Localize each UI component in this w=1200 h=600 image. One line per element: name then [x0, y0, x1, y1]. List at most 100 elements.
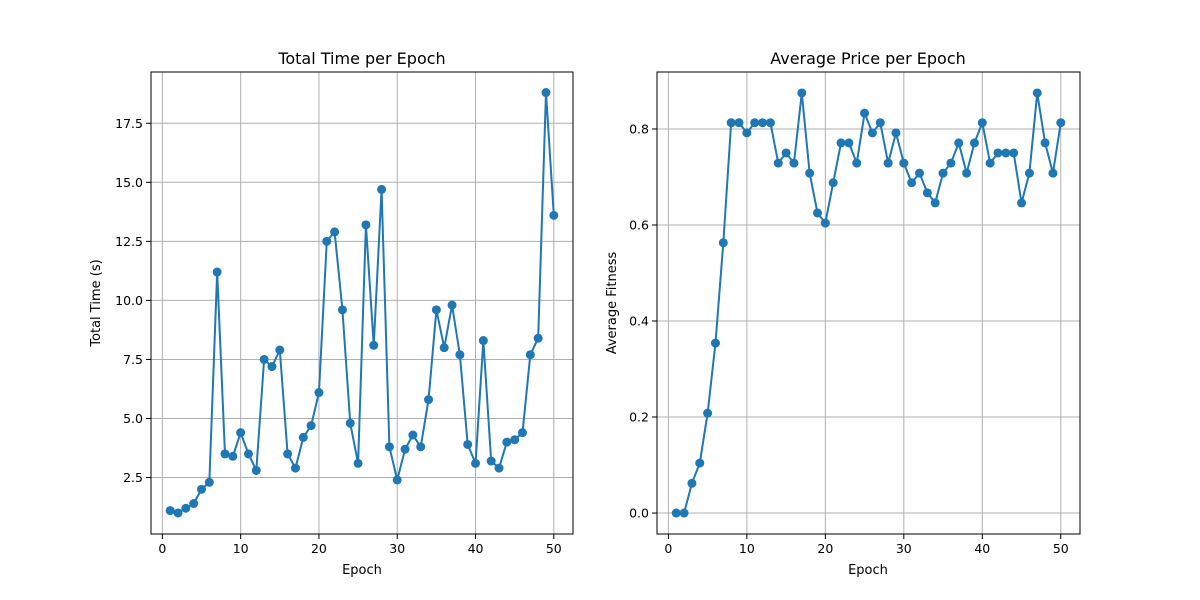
data-point [820, 218, 830, 228]
data-point [710, 338, 720, 348]
data-point [742, 128, 752, 138]
data-point [533, 333, 543, 343]
data-point [883, 158, 893, 168]
data-point [330, 227, 340, 237]
data-point [1056, 118, 1066, 128]
plot-frame [150, 71, 574, 535]
ticks: 0 10 20 30 40 50 2.5 5.0 7.5 10.0 12.5 15.0 17.5 [115, 116, 562, 556]
data-point [322, 236, 332, 246]
data-point [541, 88, 551, 98]
x-axis-label: Epoch [848, 563, 888, 578]
data-point [463, 439, 473, 449]
data-point [852, 158, 862, 168]
data-point [789, 158, 799, 168]
data-point [718, 238, 728, 248]
data-point [758, 118, 768, 128]
chart-title: Total Time per Epoch [277, 49, 445, 68]
data-point [189, 499, 199, 509]
data-point [267, 362, 277, 372]
data-point [946, 158, 956, 168]
x-axis-label: Epoch [342, 563, 382, 578]
data-point [353, 458, 363, 468]
data-point [985, 158, 995, 168]
y-tick-label: 15.0 [115, 175, 143, 190]
data-point [471, 458, 481, 468]
data-point [687, 478, 697, 488]
data-point [392, 475, 402, 485]
y-tick-label: 0.0 [629, 506, 649, 521]
x-tick-label: 10 [233, 541, 249, 556]
y-tick-label: 5.0 [123, 411, 143, 426]
data-point [486, 456, 496, 466]
data-point [930, 198, 940, 208]
data-point [416, 442, 426, 452]
data-point [494, 463, 504, 473]
y-tick-label: 12.5 [115, 234, 143, 249]
data-point [361, 220, 371, 230]
data-point [251, 465, 261, 475]
y-tick-label: 0.6 [629, 217, 649, 232]
data-point [525, 350, 535, 360]
data-point [345, 418, 355, 428]
y-tick-label: 10.0 [115, 293, 143, 308]
data-point [828, 178, 838, 188]
data-point [243, 449, 253, 459]
data-point [377, 184, 387, 194]
data-point [510, 435, 520, 445]
data-point [400, 444, 410, 454]
data-point [408, 430, 418, 440]
data-point [369, 340, 379, 350]
data-point [549, 210, 559, 220]
data-point [283, 449, 293, 459]
y-tick-label: 17.5 [115, 116, 143, 131]
data-point [314, 388, 324, 398]
data-point [337, 305, 347, 315]
data-point [844, 138, 854, 148]
data-point [439, 343, 449, 353]
data-point [899, 158, 909, 168]
data-point [424, 395, 434, 405]
y-axis-label: Average Fitness [605, 252, 620, 355]
data-point [204, 477, 214, 487]
grid [657, 72, 1080, 534]
data-point [922, 188, 932, 198]
x-tick-label: 40 [468, 541, 484, 556]
x-tick-label: 50 [1053, 541, 1069, 556]
data-point [1040, 138, 1050, 148]
data-point [954, 138, 964, 148]
data-point [1017, 198, 1027, 208]
data-point [773, 158, 783, 168]
y-tick-label: 0.2 [629, 410, 649, 425]
y-axis-label: Total Time (s) [89, 259, 104, 347]
data-point [993, 148, 1003, 158]
data-point [891, 128, 901, 138]
data-point [805, 168, 815, 178]
x-tick-label: 30 [896, 541, 912, 556]
data-point [812, 208, 822, 218]
y-tick-label: 2.5 [123, 470, 143, 485]
data-point [502, 437, 512, 447]
data-point [181, 503, 191, 513]
data-point [703, 408, 713, 418]
data-point [750, 118, 760, 128]
ticks: 0 10 20 30 40 50 0.0 0.2 0.4 0.6 0.8 [629, 121, 1069, 556]
data-point [907, 178, 917, 188]
total-time-chart: Total Time per Epoch Epoch Total Time (s… [89, 49, 574, 578]
data-point [212, 267, 222, 277]
data-point [298, 432, 308, 442]
data-point [1032, 88, 1042, 98]
data-points [671, 88, 1066, 518]
x-tick-label: 0 [158, 541, 166, 556]
data-point [259, 354, 269, 364]
average-price-chart: Average Price per Epoch Epoch Average Fi… [605, 49, 1081, 578]
data-point [236, 428, 246, 438]
y-tick-label: 0.8 [629, 121, 649, 136]
x-tick-label: 50 [546, 541, 562, 556]
data-point [173, 508, 183, 518]
data-point [679, 508, 689, 518]
data-point [1048, 168, 1058, 178]
data-point [165, 506, 175, 516]
data-point [220, 449, 230, 459]
data-point [478, 336, 488, 346]
data-points [165, 88, 559, 518]
